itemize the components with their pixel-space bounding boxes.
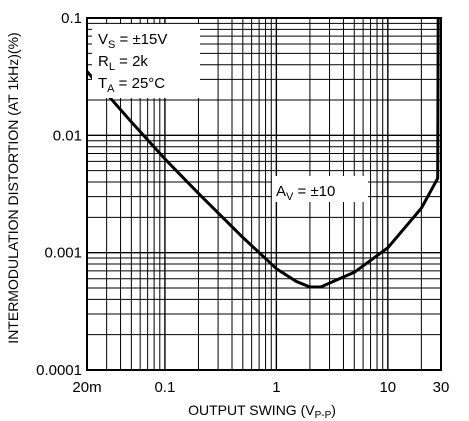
x-tick-label: 0.1 — [154, 379, 175, 396]
distortion-curve — [85, 17, 440, 289]
x-tick-label: 10 — [379, 379, 396, 396]
x-tick-label: 1 — [272, 379, 280, 396]
x-tick-label: 20m — [72, 379, 101, 396]
condition-load: RL = 2k — [98, 53, 148, 73]
conditions-box: VS = ±15V RL = 2k TA = 25°C — [92, 24, 200, 98]
tick-labels: 20m 0.1 1 10 30 0.1 0.01 0.001 0.0001 — [36, 10, 449, 396]
condition-supply: VS = ±15V — [98, 31, 167, 51]
y-axis-label: INTERMODULATION DISTORTION (AT 1kHz)(%) — [5, 32, 21, 343]
condition-temperature: TA = 25°C — [98, 75, 165, 95]
series-label-box: AV = ±10 — [272, 176, 368, 203]
y-tick-label: 0.1 — [61, 10, 82, 27]
y-tick-label: 0.0001 — [36, 362, 82, 379]
y-tick-label: 0.01 — [53, 127, 82, 144]
plot-frame — [86, 17, 442, 371]
x-axis-label: OUTPUT SWING (VP-P) — [188, 402, 336, 421]
x-tick-label: 30 — [433, 379, 450, 396]
y-tick-label: 0.001 — [44, 245, 82, 262]
series-label: AV = ±10 — [276, 183, 335, 203]
